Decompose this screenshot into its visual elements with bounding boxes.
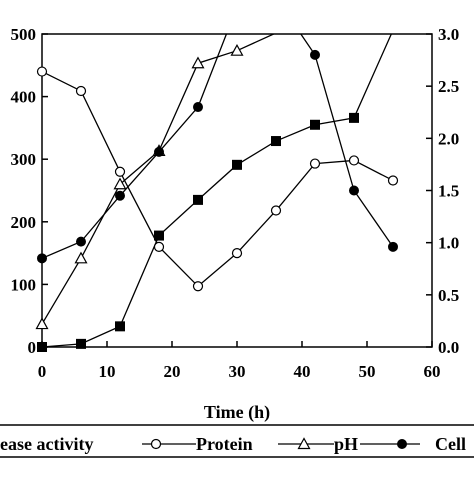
y-right-tick-label: 0.5 [438,286,459,305]
y-right-tick-label: 1.0 [438,234,459,253]
y-left-tick-label: 500 [11,25,37,44]
legend-label-protease-activity: ease activity [0,434,93,454]
data-point-protease-activity [115,321,125,332]
data-point-cell [76,236,86,247]
legend-marker-cell [397,439,407,449]
data-point-cell [193,102,203,113]
data-point-cell [349,185,359,196]
data-point-protease-activity [154,230,164,241]
data-point-cell [388,241,398,252]
legend-label-cell: Cell [435,434,466,454]
data-point-cell [37,253,47,264]
plot-frame [41,33,433,348]
data-point-protein [348,155,360,166]
x-tick-label: 20 [164,362,181,381]
y-left-tick-label: 300 [11,150,37,169]
data-point-protein [153,241,165,252]
data-point-cell [310,49,320,60]
x-tick-label: 10 [99,362,116,381]
data-point-protein [231,248,243,259]
y-right-tick-label: 0.0 [438,338,459,357]
data-point-ph [113,177,127,190]
y-right-tick-label: 2.5 [438,77,459,96]
x-tick-label: 30 [229,362,246,381]
data-point-protein [36,66,48,77]
data-point-protease-activity [232,159,242,170]
data-point-ph [230,43,244,56]
x-tick-label: 60 [424,362,441,381]
y-left-tick-label: 100 [11,275,37,294]
data-point-protein [309,158,321,169]
data-point-protease-activity [76,338,86,349]
data-point-cell [115,190,125,201]
x-tick-label: 40 [294,362,311,381]
data-point-protein [270,205,282,216]
data-point-protein [75,85,87,97]
legend-label-ph: pH [334,434,358,454]
x-tick-label: 50 [359,362,376,381]
y-right-tick-label: 1.5 [438,182,459,201]
data-point-ph [191,56,205,69]
x-tick-label: 0 [38,362,47,381]
data-point-protease-activity [310,119,320,130]
y-left-tick-label: 200 [11,213,37,232]
legend-label-protein: Protein [196,434,253,454]
data-point-protease-activity [37,342,47,352]
data-point-ph [35,317,49,330]
y-right-tick-label: 2.0 [438,129,459,148]
data-point-protease-activity [271,136,281,147]
legend-marker-ph [297,437,311,450]
series-line-protein [41,70,394,288]
y-left-tick-label: 0 [28,338,37,357]
data-point-protein [387,175,399,186]
data-point-cell [154,146,164,157]
y-right-tick-label: 3.0 [438,25,459,44]
data-point-protein [192,281,204,292]
data-point-protease-activity [349,112,359,123]
data-point-ph [74,251,88,264]
series-line-protease-activity [41,34,393,348]
data-point-protease-activity [193,194,203,205]
x-axis-title: Time (h) [204,402,270,423]
legend-marker-protein [150,438,162,450]
y-left-tick-label: 400 [11,88,37,107]
data-point-protein [114,166,126,177]
series-line-cell [41,34,394,259]
